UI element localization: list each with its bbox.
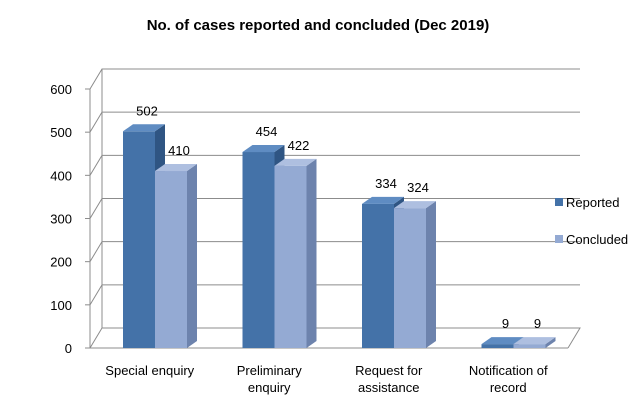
legend-label-reported: Reported	[566, 195, 619, 210]
bar-reported-special-enquiry-top	[123, 124, 165, 132]
y-tick-label: 300	[50, 212, 72, 227]
x-category-label: Notification of	[469, 363, 548, 378]
bar-concluded-preliminary-enquiry	[274, 165, 307, 348]
bar-concluded-request-for-assistance-side	[426, 201, 436, 348]
y-tick-label: 500	[50, 125, 72, 140]
y-tick-label: 100	[50, 298, 72, 313]
x-category-label: assistance	[358, 380, 419, 395]
bar-reported-notification-of-record-top	[481, 337, 524, 345]
y-tick-label: 0	[65, 341, 72, 356]
legend-label-concluded: Concluded	[566, 232, 628, 247]
bar-concluded-special-enquiry-top	[155, 164, 197, 172]
data-label: 9	[502, 316, 509, 331]
bar-concluded-preliminary-enquiry-side	[306, 158, 317, 348]
y-tick-label: 600	[50, 82, 72, 97]
bar-concluded-preliminary-enquiry-top	[274, 158, 317, 166]
x-category-label: Special enquiry	[105, 363, 194, 378]
data-label: 502	[136, 103, 158, 118]
legend: Reported Concluded	[555, 195, 628, 247]
y-tick-label: 200	[50, 255, 72, 270]
data-label: 454	[256, 124, 278, 139]
x-category-label: Preliminary	[237, 363, 303, 378]
y-tick-label: 400	[50, 168, 72, 183]
bars	[123, 124, 556, 348]
bar-reported-preliminary-enquiry-top	[242, 145, 285, 153]
chart-title: No. of cases reported and concluded (Dec…	[147, 17, 490, 34]
x-category-label: record	[490, 380, 527, 395]
data-label: 410	[168, 143, 190, 158]
y-tick-labels: 0 100 200 300 400 500 600	[50, 82, 72, 356]
bar-concluded-notification-of-record	[513, 344, 546, 348]
bar-concluded-request-for-assistance-top	[394, 201, 436, 209]
bar-reported-preliminary-enquiry	[242, 152, 275, 348]
data-label: 324	[407, 180, 429, 195]
bar-concluded-request-for-assistance	[394, 208, 426, 348]
bar-concluded-special-enquiry-side	[187, 164, 197, 348]
bar-reported-notification-of-record	[481, 344, 514, 348]
bar-concluded-notification-of-record-top	[513, 337, 556, 345]
bar-reported-request-for-assistance-top	[362, 196, 404, 204]
bar-reported-special-enquiry	[123, 131, 155, 348]
bar-reported-request-for-assistance	[362, 203, 394, 348]
bar-concluded-special-enquiry	[155, 171, 187, 348]
data-label: 9	[534, 316, 541, 331]
gridline	[89, 68, 580, 90]
data-label: 422	[288, 138, 310, 153]
x-category-labels: Special enquiry Preliminary enquiry Request…	[105, 363, 548, 395]
data-labels: 502 410 454 422 334 324 9 9	[136, 103, 541, 331]
legend-swatch-reported	[555, 198, 563, 206]
x-category-label: Request for	[355, 363, 423, 378]
legend-swatch-concluded	[555, 235, 563, 243]
x-category-label: enquiry	[248, 380, 291, 395]
floor	[89, 327, 581, 349]
bar-concluded-notification-of-record-side	[545, 337, 556, 348]
data-label: 334	[375, 176, 397, 191]
